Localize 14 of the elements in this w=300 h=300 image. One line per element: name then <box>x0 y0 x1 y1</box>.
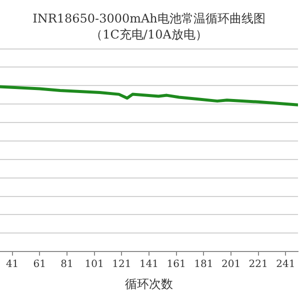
x-tick-label: 141 <box>139 259 159 270</box>
x-tick-label: 81 <box>60 259 74 270</box>
chart-subtitle: （1C充电/10A放电） <box>90 28 208 42</box>
x-tick-label: 41 <box>6 259 19 270</box>
x-tick-label: 221 <box>248 259 268 270</box>
x-tick-label: 241 <box>276 259 296 270</box>
x-tick-label: 201 <box>221 259 241 270</box>
chart-title: INR18650-3000mAh电池常温循环曲线图 <box>32 11 266 26</box>
x-tick-label: 161 <box>166 259 186 270</box>
x-tick-label: 121 <box>112 259 132 270</box>
x-tick-label: 181 <box>194 259 214 270</box>
x-axis-title: 循环次数 <box>125 276 173 291</box>
x-tick-label: 61 <box>33 259 46 270</box>
x-tick-label: 101 <box>84 259 104 270</box>
